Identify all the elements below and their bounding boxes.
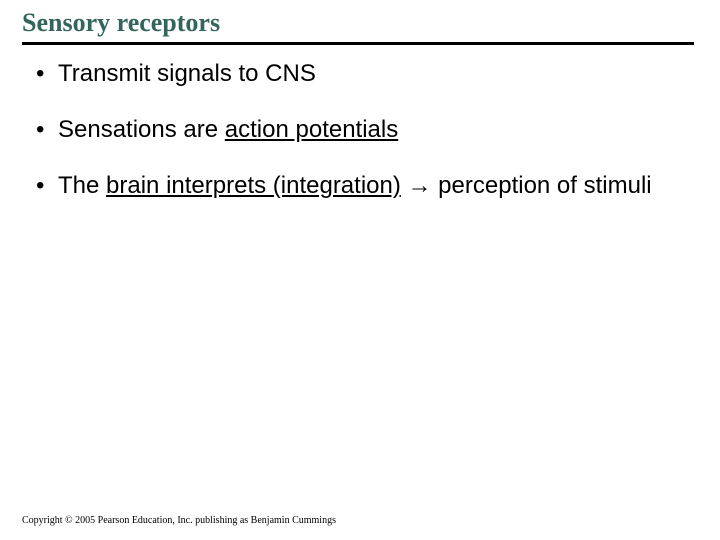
bullet-text: Sensations are bbox=[58, 116, 225, 143]
bullet-item: Sensations are action potentials bbox=[36, 115, 684, 145]
title-block: Sensory receptors bbox=[0, 0, 720, 38]
bullet-text-underline: brain interprets (integration) bbox=[106, 172, 401, 199]
slide-title: Sensory receptors bbox=[22, 8, 720, 38]
bullet-text: Transmit signals to CNS bbox=[58, 60, 316, 87]
bullet-item: Transmit signals to CNS bbox=[36, 59, 684, 89]
bullet-text: The bbox=[58, 172, 106, 199]
slide: Sensory receptors Transmit signals to CN… bbox=[0, 0, 720, 540]
bullet-text-underline: action potentials bbox=[225, 116, 398, 143]
bullet-item: The brain interprets (integration) → per… bbox=[36, 171, 684, 201]
arrow-icon: → bbox=[408, 172, 432, 199]
copyright-text: Copyright © 2005 Pearson Education, Inc.… bbox=[22, 515, 336, 526]
slide-body: Transmit signals to CNS Sensations are a… bbox=[0, 45, 720, 201]
bullet-text: perception of stimuli bbox=[432, 172, 652, 199]
bullet-list: Transmit signals to CNS Sensations are a… bbox=[36, 59, 684, 201]
bullet-text bbox=[401, 172, 408, 199]
